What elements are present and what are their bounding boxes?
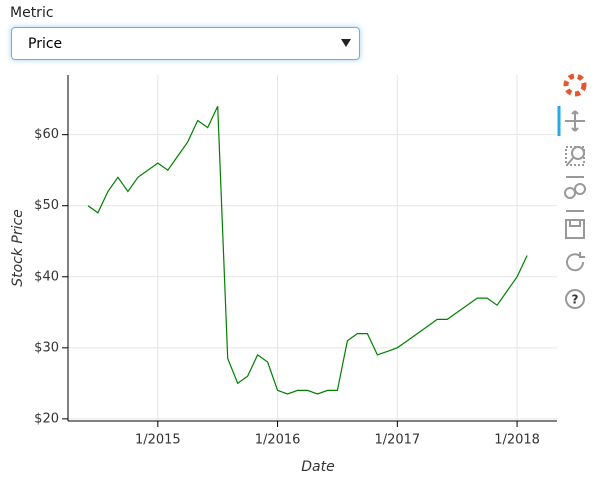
selected-option: Price (28, 36, 63, 52)
pan-tool[interactable] (565, 110, 585, 132)
toolbar: ? (557, 73, 587, 309)
help-tool[interactable]: ? (565, 289, 585, 309)
save-tool[interactable] (565, 219, 585, 239)
y-tick-label: $20 (34, 411, 59, 426)
y-tick-label: $30 (34, 340, 59, 355)
dropdown-arrow (341, 39, 351, 47)
x-tick-label: 1/2017 (374, 433, 420, 448)
bokeh-logo[interactable] (563, 73, 587, 97)
price-line (87, 106, 528, 395)
x-tick-label: 1/2018 (494, 433, 540, 448)
x-tick-label: 1/2016 (255, 433, 301, 448)
y-tick-label: $60 (34, 127, 59, 142)
y-tick-label: $40 (34, 269, 59, 284)
zoom-tool[interactable] (565, 146, 585, 166)
y-axis-label: Stock Price (10, 209, 26, 287)
wheel-zoom-tool[interactable] (564, 176, 586, 212)
reset-tool[interactable] (566, 252, 585, 272)
x-axis-label: Date (301, 459, 334, 475)
y-tick-label: $50 (34, 198, 59, 213)
metric-select[interactable]: Price (11, 27, 360, 60)
select-label: Metric (10, 5, 54, 21)
svg-text:?: ? (572, 293, 579, 307)
x-tick-label: 1/2015 (135, 433, 181, 448)
